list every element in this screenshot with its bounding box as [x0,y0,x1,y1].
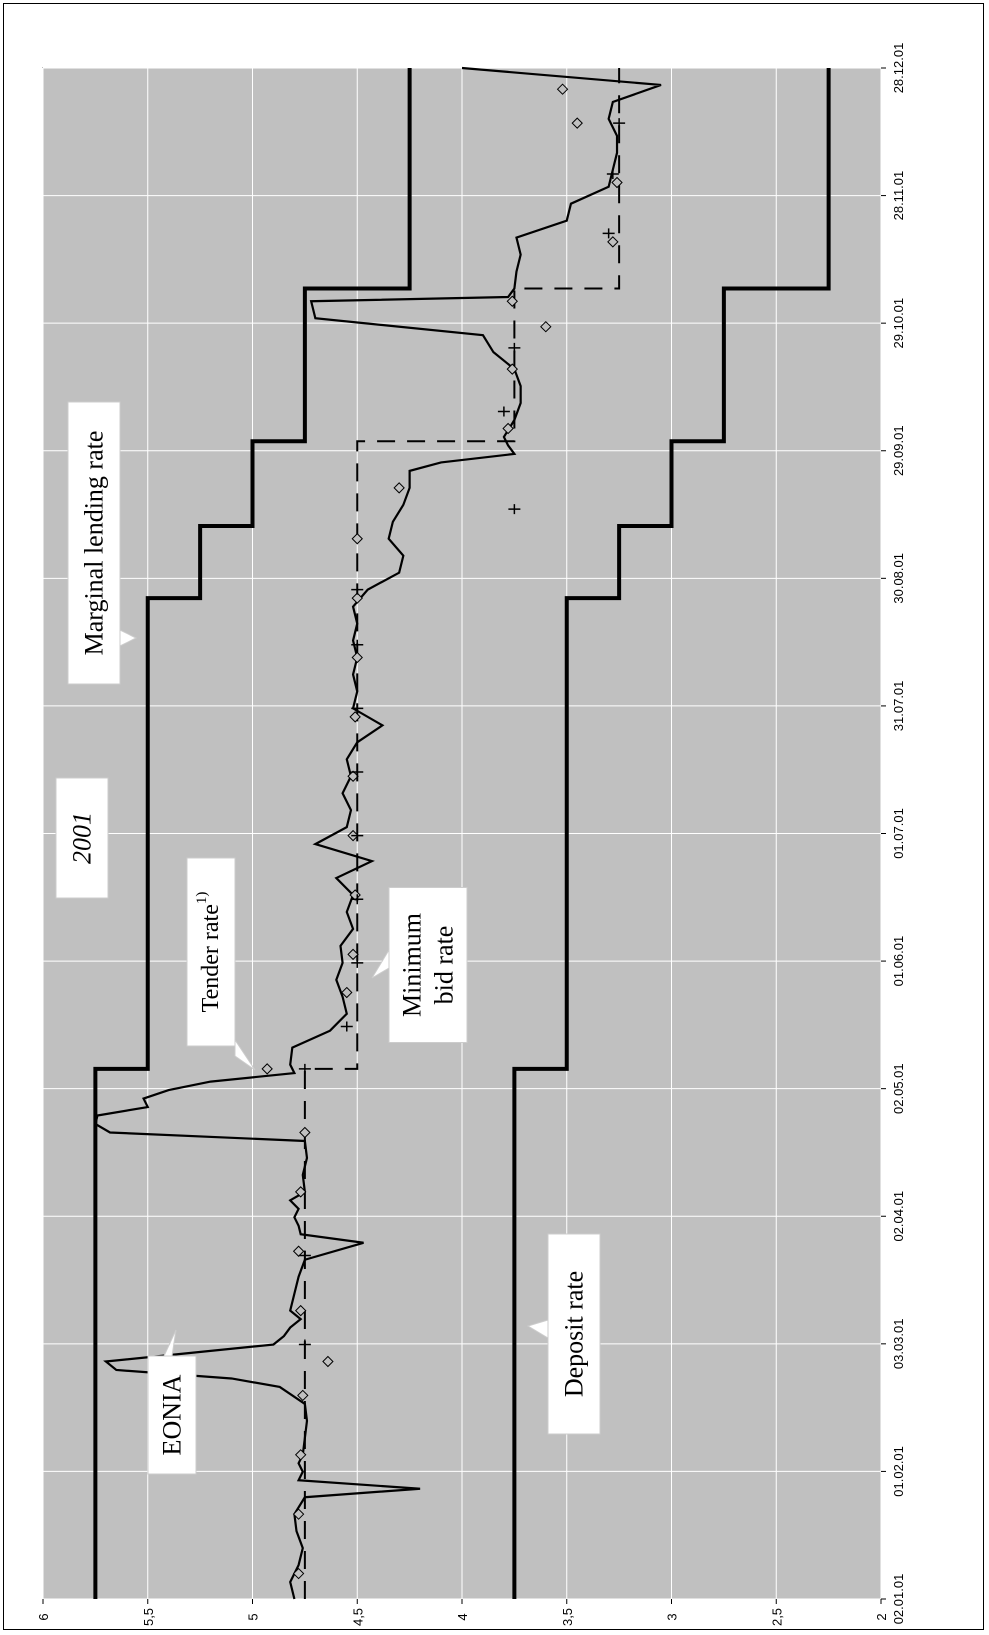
y-tick-label: 3 [665,1613,680,1620]
minimum-bid-marker [497,406,510,417]
marginal-box [67,401,121,685]
minimum-bid-marker [298,1063,311,1074]
y-tick-label: 5 [246,1613,261,1620]
x-axis-ticks: 02.01.01 01.02.01 03.03.01 02.04.01 02.05.01… [881,43,906,1625]
tender-rate-marker [292,1567,305,1580]
eonia-box [147,1355,197,1475]
tender-rate-marker [347,948,359,961]
x-tick-label: 02.01.01 [891,1574,906,1625]
x-tick-label: 28.12.01 [891,43,906,94]
minimum-bid-marker [351,894,364,905]
tender-rate-marker [351,592,363,604]
deposit-pointer [526,1319,549,1339]
tender-rate-marker [294,1449,307,1461]
tender-rate-marker [611,176,623,189]
x-tick-label: 01.06.01 [891,936,906,987]
y-tick-label: 4,5 [350,1608,365,1626]
tender-rate-marker [351,533,363,545]
tender-pointer [234,1038,256,1071]
x-tick-label: 31.07.01 [891,681,906,732]
x-tick-label: 01.07.01 [891,808,906,859]
minimum-bid-marker [351,957,364,968]
minbid-label-1: Minimum [398,913,427,1017]
tender-rate-marker [261,1063,273,1075]
minbid-box [388,887,468,1043]
minimum-bid-marker [508,504,521,515]
tender-rate-marker [351,651,363,664]
y-tick-label: 4 [455,1613,470,1620]
y-tick-label: 6 [36,1613,51,1620]
minbid-label-2: bid rate [430,926,459,1005]
year-box [55,777,109,899]
series-marginal-lending-rate [93,68,412,1599]
tender-label-text: Tender rate [198,904,224,1012]
tender-rate-marker [540,320,552,333]
y-tick-label: 3,5 [560,1608,575,1626]
eonia-pointer [163,1329,177,1357]
tender-label-sup: 1) [194,892,210,905]
y-tick-label: 2,5 [769,1608,784,1626]
minimum-bid-marker [613,118,626,129]
minimum-bid-marker [351,703,364,714]
minimum-bid-marker [298,1339,311,1350]
minbid-pointer [371,948,390,979]
series-group [93,66,831,1600]
tender-rate-marker [607,236,619,248]
tender-rate-marker [294,1186,307,1198]
tender-rate-marker [506,295,518,307]
x-tick-label: 30.08.01 [891,553,906,604]
deposit-label: Deposit rate [560,1271,589,1397]
minimum-bid-marker [351,584,364,595]
deposit-box [547,1233,601,1435]
minimum-bid-marker [340,1021,353,1032]
minimum-bid-marker [298,1250,311,1261]
minimum-bid-marker [351,639,364,650]
minimum-bid-marker [606,169,619,180]
year-label: 2001 [68,812,97,864]
y-axis-ticks: 6 5,5 5 4,5 4 3,5 3 2,5 2 [36,1599,889,1626]
tender-rate-marker [347,770,359,782]
tender-rate-marker [299,1126,311,1139]
minimum-bid-marker [351,830,364,841]
minimum-bid-marker [508,342,521,353]
tender-rate-marker [297,1389,309,1402]
x-tick-label: 01.02.01 [891,1446,906,1497]
y-tick-label: 2 [874,1613,889,1620]
tender-rate-marker [393,482,405,494]
tender-rate-marker [502,422,514,435]
tender-rate-marker [294,1304,307,1317]
x-tick-label: 02.05.01 [891,1063,906,1114]
tender-rate-marker [556,83,569,95]
x-tick-label: 29.09.01 [891,425,906,476]
x-tick-label: 03.03.01 [891,1319,906,1370]
series-deposit-rate [512,68,831,1599]
y-tick-label: 5,5 [141,1608,156,1626]
tender-rate-marker [506,363,518,375]
tender-label: Tender rate1) [194,892,224,1013]
tender-rate-marker [322,1355,334,1368]
marginal-label: Marginal lending rate [80,431,109,656]
annotations: 2001 Marginal lending rate Tender rate1) Mi… [55,401,601,1475]
tender-rate-marker [349,711,361,723]
x-tick-label: 02.04.01 [891,1191,906,1242]
series-eonia [94,66,662,1600]
tender-rate-marker [292,1245,305,1257]
tender-rate-marker [341,986,353,999]
series-minimum-bid-rate [303,68,621,1599]
minimum-bid-marker [351,767,364,778]
eonia-label: EONIA [158,1374,187,1455]
chart-frame [3,3,984,1630]
tender-box [186,857,236,1047]
tender-rate-marker [571,117,583,129]
tender-rate-marker [292,1508,305,1520]
marginal-pointer [119,629,138,647]
x-tick-label: 28.11.01 [891,171,906,221]
x-tick-label: 29.10.01 [891,298,906,349]
minimum-bid-marker [602,228,615,239]
